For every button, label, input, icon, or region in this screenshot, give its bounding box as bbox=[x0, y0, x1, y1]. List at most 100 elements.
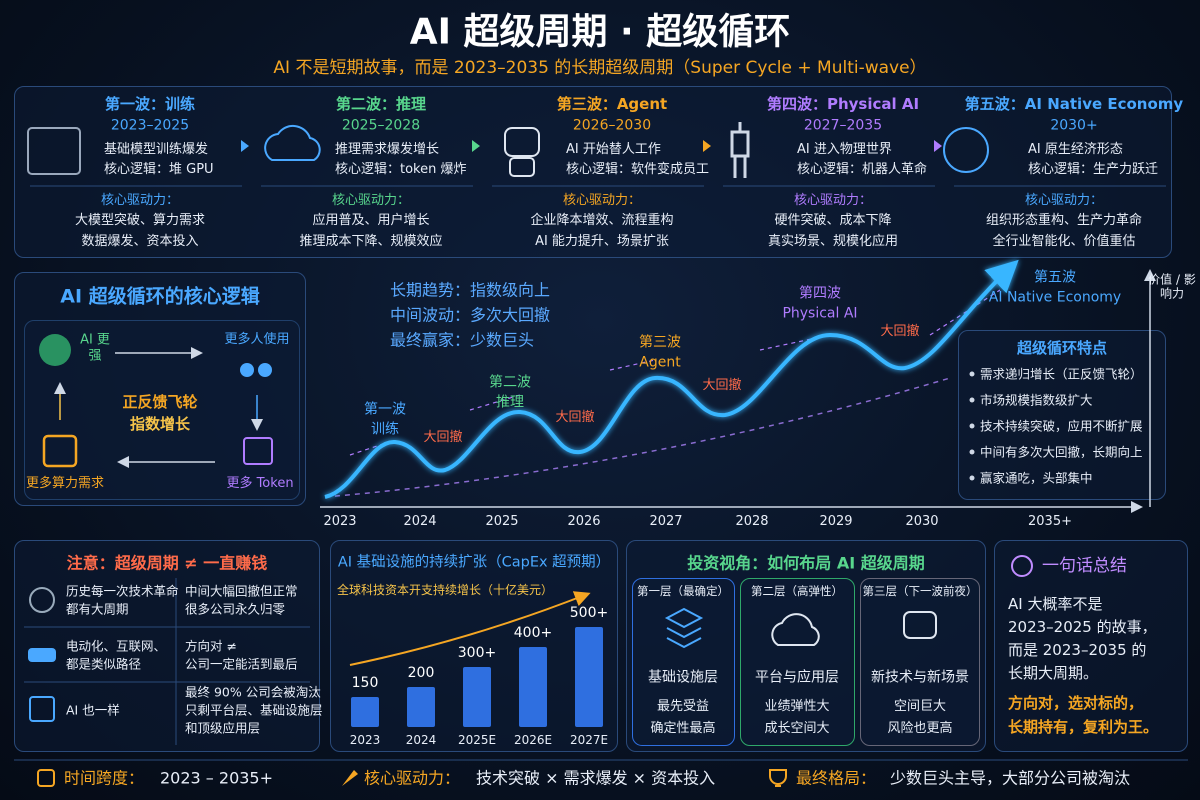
warning-left: AI 也一样 bbox=[66, 702, 120, 718]
x-tick-label: 2025E bbox=[457, 732, 497, 747]
summary-highlight: 方向对，选对标的， bbox=[1008, 694, 1144, 712]
chip-icon bbox=[42, 434, 78, 468]
drivers-title: 核心驱动力： bbox=[562, 193, 642, 209]
wave-annotation: 第四波 bbox=[799, 285, 841, 302]
bar bbox=[463, 667, 491, 727]
summary-highlight: 长期持有，复利为王。 bbox=[1008, 718, 1159, 736]
summary-line: 长期大周期。 bbox=[1008, 664, 1099, 682]
wave-years: 2023–2025 bbox=[110, 117, 190, 134]
x-tick-label: 2035+ bbox=[1028, 514, 1072, 530]
drivers-title: 核心驱动力： bbox=[100, 193, 180, 209]
wave-name: 第一波：训练 bbox=[104, 95, 196, 113]
wave-annotation: 第二波 bbox=[489, 374, 531, 391]
calendar-icon bbox=[37, 769, 55, 787]
layer-line: 空间巨大 bbox=[893, 699, 947, 715]
wave-sep bbox=[703, 140, 711, 152]
wave-annotation: 第一波 bbox=[364, 401, 406, 418]
x-tick-label: 2027 bbox=[649, 514, 683, 530]
robot-icon bbox=[504, 127, 540, 157]
layer-header: 第二层（高弹性） bbox=[751, 584, 843, 599]
invest-card bbox=[860, 578, 980, 746]
wave-name: 第五波：AI Native Economy bbox=[964, 95, 1184, 113]
value-label: 300+ bbox=[458, 645, 496, 661]
robot-icon bbox=[903, 611, 937, 639]
wave-sep bbox=[934, 140, 942, 152]
layer-name: 新技术与新场景 bbox=[871, 669, 969, 686]
feature: 技术持续突破，应用不断扩展 bbox=[980, 418, 1143, 434]
flywheel-node: AI 更强 bbox=[80, 332, 110, 363]
driver: 大模型突破、算力需求 bbox=[74, 213, 206, 229]
footer-text: 少数巨头主导，大部分公司被淘汰 bbox=[890, 768, 1131, 788]
value-label: 200 bbox=[408, 665, 435, 681]
value-label: 400+ bbox=[514, 625, 552, 641]
wave-annotation: 推理 bbox=[496, 394, 524, 411]
features-title: 超级循环特点 bbox=[1016, 339, 1108, 357]
flywheel-node: 更多 Token bbox=[226, 476, 294, 492]
footer-label: 核心驱动力： bbox=[364, 768, 461, 788]
summary-line: 而是 2023–2035 的 bbox=[1008, 641, 1147, 659]
humanoid-icon bbox=[730, 122, 750, 178]
layer-header: 第一层（最确定） bbox=[637, 584, 729, 599]
wave-line: 核心逻辑：堆 GPU bbox=[104, 162, 214, 178]
x-tick-label: 2026 bbox=[567, 514, 601, 530]
x-tick-label: 2024 bbox=[403, 514, 437, 530]
invest-title: 投资视角：如何布局 AI 超级周期 bbox=[687, 553, 925, 573]
wave-line: 基础模型训练爆发 bbox=[104, 142, 209, 158]
x-tick-label: 2030 bbox=[905, 514, 939, 530]
wave-sep bbox=[241, 140, 249, 152]
bullet bbox=[969, 449, 975, 455]
warning-left: 都有大周期 bbox=[66, 601, 129, 617]
cycle-note: 最终赢家：少数巨头 bbox=[390, 330, 535, 350]
waves-panel bbox=[14, 86, 1172, 258]
wave-arrows bbox=[349, 289, 1001, 456]
feature: 赢家通吃，头部集中 bbox=[980, 470, 1093, 486]
robot-icon bbox=[509, 157, 535, 177]
x-tick-label: 2023 bbox=[323, 514, 357, 530]
title: AI 超级周期 · 超级循环 bbox=[409, 11, 791, 53]
cycle-note: 长期趋势：指数级向上 bbox=[390, 280, 551, 300]
flywheel-center: 指数增长 bbox=[129, 415, 191, 433]
footer-label: 最终格局： bbox=[796, 768, 877, 788]
wave-sep bbox=[472, 140, 480, 152]
warning-right: 中间大幅回撤但正常 bbox=[185, 583, 298, 599]
bar bbox=[575, 627, 603, 727]
drivers-title: 核心驱动力： bbox=[1024, 193, 1104, 209]
drivers-title: 核心驱动力： bbox=[331, 193, 411, 209]
bar bbox=[351, 697, 379, 727]
subtitle: AI 不是短期故事，而是 2023–2035 的长期超级周期（Super Cyc… bbox=[273, 57, 927, 78]
warning-left: 电动化、互联网、 bbox=[66, 638, 167, 654]
x-tick-label: 2026E bbox=[513, 732, 553, 747]
bar bbox=[519, 647, 547, 727]
warning-right: 和顶级应用层 bbox=[185, 720, 261, 736]
value-label: 150 bbox=[352, 675, 379, 691]
x-tick-label: 2024 bbox=[405, 732, 437, 747]
drawdown-label: 大回撤 bbox=[702, 378, 742, 394]
driver: 全行业智能化、价值重估 bbox=[992, 234, 1136, 250]
cloud-icon bbox=[264, 124, 321, 161]
bullet bbox=[969, 423, 975, 429]
wave-line: 核心逻辑：token 爆炸 bbox=[335, 162, 467, 178]
x-tick-label: 2023 bbox=[349, 732, 381, 747]
flywheel-node: 更多算力需求 bbox=[25, 476, 105, 492]
driver: AI 能力提升、场景扩张 bbox=[535, 234, 669, 250]
driver: 推理成本下降、规模效应 bbox=[299, 234, 443, 250]
wave-name: 第二波：推理 bbox=[335, 95, 427, 113]
summary-title: 一句话总结 bbox=[1042, 555, 1127, 576]
growth-arrow bbox=[349, 591, 591, 666]
capex-subtitle: 全球科技资本开支持续增长（十亿美元） bbox=[336, 582, 554, 597]
flywheel-center: 正反馈飞轮 bbox=[122, 393, 198, 411]
feature: 市场规模指数级扩大 bbox=[980, 392, 1093, 408]
bullet bbox=[969, 371, 975, 377]
layer-header: 第三层（下一波前夜） bbox=[862, 584, 978, 599]
drawdown-label: 大回撤 bbox=[423, 430, 463, 446]
wave-annotation: 训练 bbox=[371, 421, 399, 438]
flywheel-node: 更多人使用 bbox=[224, 332, 290, 348]
x-tick-label: 2029 bbox=[819, 514, 853, 530]
wave-line: 推理需求爆发增长 bbox=[335, 142, 440, 158]
wave-annotation: 第五波 bbox=[1034, 269, 1076, 286]
wave-line: AI 进入物理世界 bbox=[797, 142, 892, 158]
layer-line: 业绩弹性大 bbox=[764, 699, 830, 715]
drivers-title: 核心驱动力： bbox=[793, 193, 873, 209]
